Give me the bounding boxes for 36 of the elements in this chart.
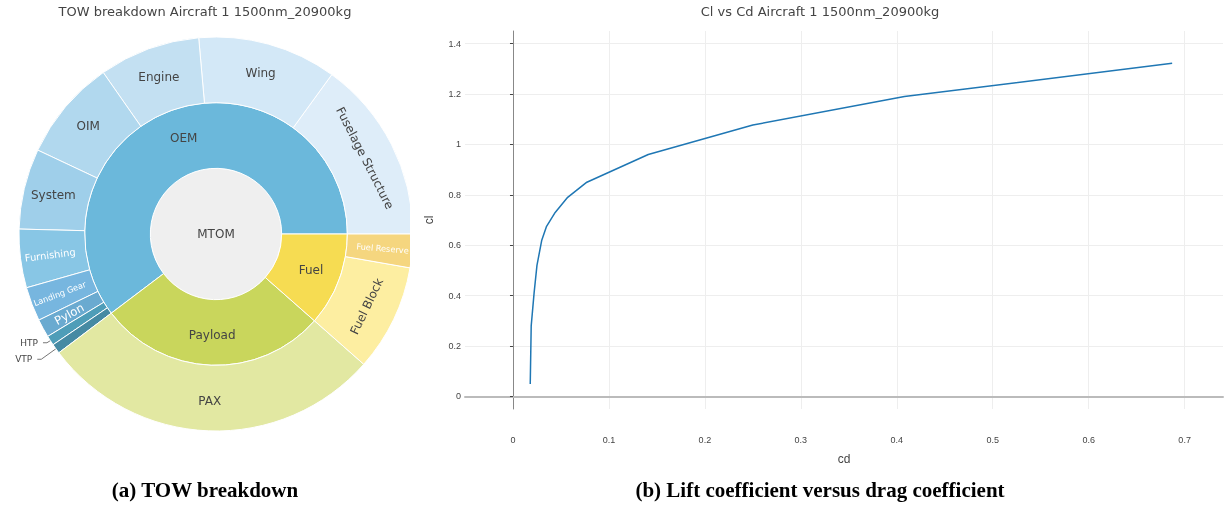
slice-label: VTP: [15, 354, 33, 365]
x-tick-label: 0.1: [602, 434, 616, 445]
x-axis-title: cd: [837, 452, 851, 466]
y-tick-label: 1: [455, 139, 461, 150]
slice-label: Fuel: [298, 262, 324, 277]
slice-label: Payload: [188, 328, 236, 343]
x-tick-label: 0.3: [794, 434, 808, 445]
chart-title: TOW breakdown Aircraft 1 1500nm_20900kg: [57, 4, 352, 19]
slice-label: MTOM: [197, 227, 235, 241]
y-tick-label: 1.2: [448, 89, 461, 99]
slice-label: PAX: [198, 394, 222, 409]
slice-label: Engine: [138, 69, 180, 84]
slice-label: Furnishing: [24, 246, 77, 264]
y-tick-label: 0.4: [448, 290, 461, 301]
text: (b) Lift coefficient versus drag coefficient: [634, 478, 1006, 503]
y-tick-label: 1.4: [448, 38, 461, 49]
x-tick-label: 0.6: [1082, 434, 1095, 445]
y-axis-title: cl: [422, 215, 436, 225]
slice-label: OEM: [170, 130, 198, 145]
x-tick-label: 0.5: [986, 434, 999, 445]
y-tick-label: 0.2: [448, 341, 461, 351]
y-tick-label: 0: [455, 391, 461, 402]
line-series: [529, 62, 1173, 385]
x-tick-label: 0: [510, 434, 516, 445]
y-tick-label: 0.8: [448, 189, 461, 200]
y-tick-label: 0.6: [448, 240, 461, 251]
slice-label: Fuel Reserve: [355, 241, 410, 256]
slice-label: Wing: [245, 65, 276, 80]
chart-title: Cl vs Cd Aircraft 1 1500nm_20900kg: [700, 4, 940, 19]
x-tick-label: 0.4: [890, 434, 904, 445]
text: (a) TOW breakdown: [110, 478, 300, 503]
x-tick-label: 0.7: [1178, 434, 1191, 445]
slice-label: HTP: [20, 337, 39, 348]
slice-label: System: [30, 188, 76, 203]
x-tick-label: 0.2: [698, 434, 712, 445]
slice-label: OIM: [76, 119, 100, 134]
